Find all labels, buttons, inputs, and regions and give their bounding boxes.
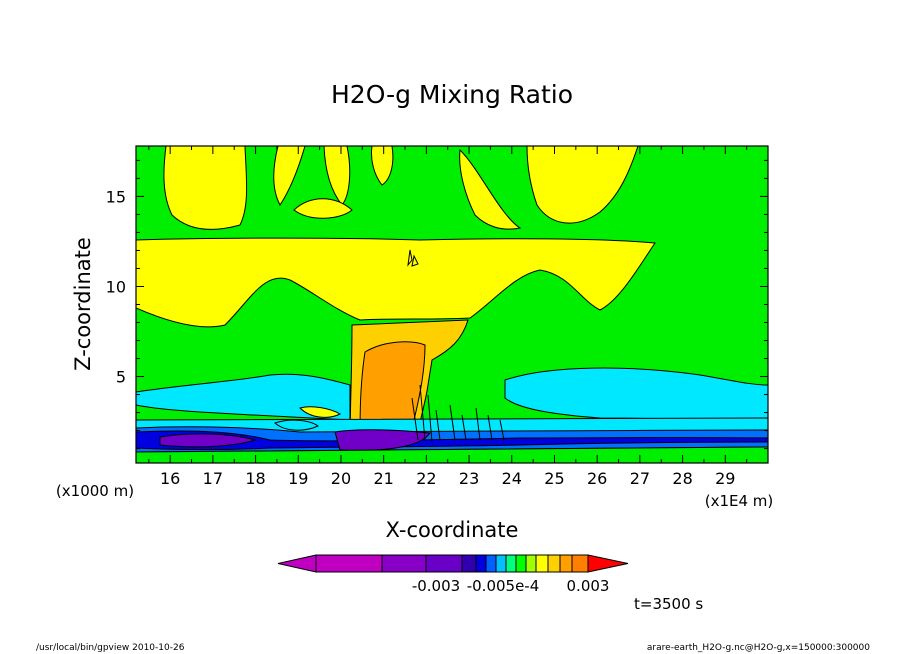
x-tick-label: 28: [672, 469, 692, 488]
field-region-surface-min: [159, 433, 257, 448]
x-tick-label: 26: [587, 469, 607, 488]
colorbar-swatch: [495, 554, 507, 573]
colorbar-swatch: [525, 554, 537, 573]
x-tick-label: 16: [160, 469, 180, 488]
colorbar-arrow-low: [277, 554, 317, 573]
x-tick-label: 17: [203, 469, 223, 488]
x-tick-label: 29: [715, 469, 735, 488]
colorbar-label: -0.005e-4: [467, 577, 540, 595]
x-tick-label: 22: [416, 469, 436, 488]
field-region-upper-plume: [371, 146, 394, 186]
plot-area: [136, 146, 768, 463]
field-region-bottom: [136, 446, 768, 463]
field-region-upper-plume: [526, 146, 639, 224]
colorbar-swatch: [571, 554, 589, 573]
colorbar-label: 0.003: [567, 577, 610, 595]
y-tick-label: 10: [106, 277, 126, 296]
field-region-upper-plume: [273, 146, 306, 206]
footer-right: arare-earth_H2O-g.nc@H2O-g,x=150000:3000…: [647, 643, 870, 653]
colorbar-swatch: [461, 554, 477, 573]
x-unit-left: (x1000 m): [56, 482, 134, 500]
colorbar-swatch: [559, 554, 573, 573]
y-axis: 5 10 15: [106, 159, 768, 450]
x-unit-right: (x1E4 m): [705, 492, 774, 510]
x-axis: 16 17 18 19 20 21 22 23 24 25 26 27 28 29: [148, 146, 748, 488]
x-tick-label: 27: [630, 469, 650, 488]
x-tick-label: 25: [544, 469, 564, 488]
colorbar-swatch: [505, 554, 517, 573]
field-region-upper-plume: [459, 148, 522, 230]
x-axis-label: X-coordinate: [386, 518, 519, 542]
x-tick-label: 20: [331, 469, 351, 488]
x-tick-label: 24: [502, 469, 522, 488]
colorbar-label: -0.003: [412, 577, 460, 595]
colorbar-swatch: [535, 554, 549, 573]
chart-title: H2O-g Mixing Ratio: [331, 80, 573, 109]
colorbar: -0.003 -0.005e-4 0.003: [277, 554, 629, 595]
field-region-core: [359, 341, 426, 441]
y-tick-label: 5: [116, 368, 126, 387]
y-axis-label: Z-coordinate: [71, 237, 95, 371]
field-region-upper-plume: [163, 146, 248, 230]
colorbar-swatch: [547, 554, 561, 573]
field-region-eddy: [299, 406, 342, 418]
x-tick-label: 18: [245, 469, 265, 488]
y-tick-label: 15: [106, 187, 126, 206]
x-tick-label: 21: [373, 469, 393, 488]
colorbar-swatch: [381, 554, 427, 573]
field-region-anvil: [136, 237, 656, 328]
colorbar-swatch: [425, 554, 463, 573]
footer-left: /usr/local/bin/gpview 2010-10-26: [36, 643, 185, 653]
colorbar-swatch: [315, 554, 383, 573]
colorbar-swatch: [485, 554, 497, 573]
time-label: t=3500 s: [634, 595, 703, 613]
x-tick-label: 23: [459, 469, 479, 488]
colorbar-arrow-high: [587, 554, 629, 573]
field-region-eddy: [274, 419, 319, 431]
field-region-surface: [136, 430, 768, 450]
colorbar-swatch: [515, 554, 527, 573]
colorbar-swatch: [475, 554, 487, 573]
x-tick-label: 19: [288, 469, 308, 488]
field-region-eddy: [411, 384, 505, 443]
field-region-eddy: [407, 249, 419, 267]
field-region-low-right: [504, 367, 768, 421]
field-region-upper-plume: [293, 198, 353, 219]
